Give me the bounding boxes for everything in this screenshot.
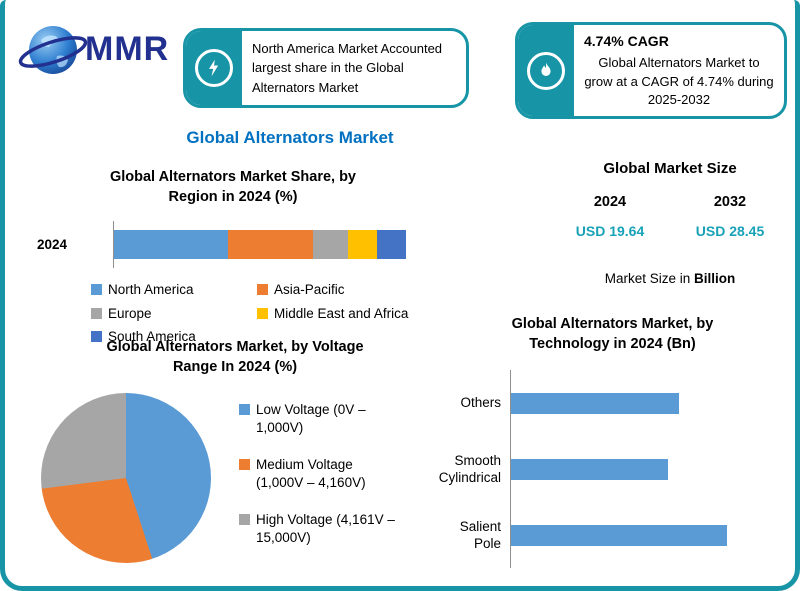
- tech-category-label: Smooth Cylindrical: [438, 452, 501, 486]
- market-size-years: 2024 2032: [550, 194, 790, 210]
- market-size-value-2024: USD 19.64: [575, 223, 645, 239]
- region-bar-segment: [227, 230, 313, 260]
- legend-label: Middle East and Africa: [274, 305, 409, 321]
- market-size-values: USD 19.64 USD 28.45: [550, 223, 790, 239]
- voltage-chart-title: Global Alternators Market, by Voltage Ra…: [106, 339, 364, 375]
- voltage-legend-item: Medium Voltage (1,000V – 4,160V): [239, 456, 398, 491]
- region-bar-category: 2024: [37, 237, 68, 253]
- legend-swatch: [91, 284, 102, 296]
- market-size-title: Global Market Size: [603, 160, 737, 177]
- lightning-icon: [195, 49, 233, 87]
- technology-chart: Global Alternators Market, by Technology…: [430, 315, 795, 569]
- tech-bar-track: [510, 370, 795, 437]
- market-size-year-2032: 2032: [713, 194, 747, 210]
- legend-label: Europe: [108, 305, 152, 321]
- tech-row: Others: [430, 370, 795, 437]
- region-legend-item: Middle East and Africa: [257, 305, 433, 323]
- tech-bar: [511, 524, 728, 546]
- market-size-note-prefix: Market Size in: [604, 271, 695, 286]
- region-bar-segment: [312, 230, 348, 260]
- market-size-note: Market Size in Billion: [550, 271, 790, 286]
- region-share-chart: Global Alternators Market Share, by Regi…: [33, 168, 433, 346]
- tech-category-label: Others: [460, 395, 501, 411]
- globe-icon: [18, 26, 88, 74]
- legend-swatch: [257, 284, 268, 296]
- market-size-note-unit: Billion: [694, 271, 736, 286]
- tech-row: Smooth Cylindrical: [430, 436, 795, 503]
- legend-label: Asia-Pacific: [274, 282, 345, 298]
- region-bar: [114, 230, 406, 260]
- voltage-range-chart: Global Alternators Market, by Voltage Ra…: [29, 338, 441, 564]
- region-legend-item: South America: [91, 328, 253, 346]
- cagr-text: Global Alternators Market to grow at a C…: [584, 54, 774, 108]
- region-chart-title: Global Alternators Market Share, by Regi…: [109, 169, 357, 205]
- legend-label: South America: [108, 329, 196, 345]
- legend-swatch: [239, 459, 250, 471]
- market-size-value-2032: USD 28.45: [695, 223, 765, 239]
- region-bar-segment: [347, 230, 377, 260]
- region-legend: North America Asia-Pacific Europe Middle Ea…: [91, 281, 433, 346]
- voltage-pie: [41, 393, 211, 564]
- tech-bar-track: [510, 436, 795, 503]
- legend-label: North America: [108, 282, 194, 298]
- legend-swatch: [239, 514, 250, 526]
- legend-label: Low Voltage (0V – 1,000V): [256, 402, 366, 435]
- legend-label: High Voltage (4,161V – 15,000V): [256, 512, 395, 545]
- region-bar-segment: [376, 230, 406, 260]
- legend-label: Medium Voltage (1,000V – 4,160V): [256, 457, 366, 490]
- flame-icon: [527, 51, 565, 90]
- highlight-text: North America Market Accounted largest s…: [252, 40, 443, 95]
- voltage-legend-item: High Voltage (4,161V – 15,000V): [239, 511, 398, 546]
- highlight-icon-cap: [186, 31, 242, 105]
- region-bar-row: 2024: [33, 221, 433, 269]
- legend-swatch: [91, 331, 102, 343]
- cagr-callout: 4.74% CAGR Global Alternators Market to …: [515, 22, 787, 119]
- mmr-logo: MMR: [17, 12, 169, 86]
- tech-chart-title: Global Alternators Market, by Technology…: [511, 316, 714, 352]
- legend-swatch: [239, 404, 250, 416]
- highlight-callout: North America Market Accounted largest s…: [183, 28, 469, 108]
- tech-bar: [511, 458, 668, 480]
- market-size-year-2024: 2024: [593, 194, 627, 210]
- region-bar-segment: [114, 230, 228, 260]
- region-legend-item: Asia-Pacific: [257, 281, 433, 299]
- tech-rows: Others Smooth Cylindrical Salient Pole: [430, 370, 795, 569]
- logo-text: MMR: [85, 29, 170, 68]
- market-size-panel: Global Market Size 2024 2032 USD 19.64 U…: [550, 160, 790, 286]
- tech-bar: [511, 392, 679, 414]
- region-legend-item: North America: [91, 281, 253, 299]
- tech-category-label: Salient Pole: [459, 518, 501, 552]
- legend-swatch: [91, 307, 102, 319]
- page-title: Global Alternators Market: [186, 128, 394, 147]
- voltage-legend-item: Low Voltage (0V – 1,000V): [239, 401, 398, 436]
- tech-bar-track: [510, 502, 795, 569]
- tech-row: Salient Pole: [430, 502, 795, 569]
- legend-swatch: [257, 307, 268, 319]
- cagr-icon-cap: [518, 25, 574, 116]
- cagr-value: 4.74% CAGR: [584, 32, 669, 49]
- region-legend-item: Europe: [91, 305, 253, 323]
- region-plot-area: [113, 221, 406, 269]
- voltage-legend: Low Voltage (0V – 1,000V) Medium Voltage …: [239, 393, 398, 563]
